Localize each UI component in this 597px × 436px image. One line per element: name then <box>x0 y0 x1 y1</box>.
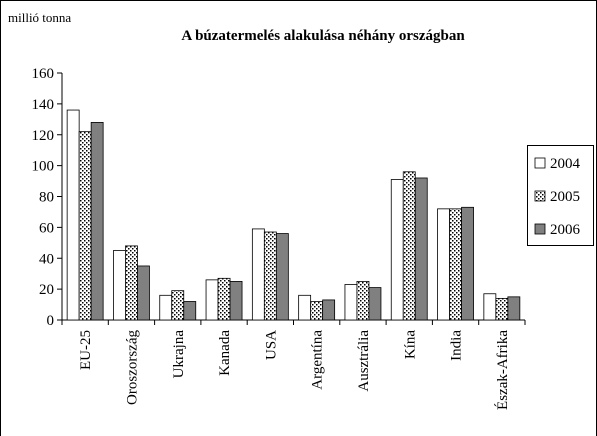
y-tick-label: 160 <box>32 66 55 82</box>
x-tick-label: USA <box>263 330 279 360</box>
y-tick-label: 40 <box>39 251 54 267</box>
bar <box>113 250 126 321</box>
bar <box>171 290 185 321</box>
bar <box>495 297 509 321</box>
bar <box>251 228 265 321</box>
bar <box>66 109 80 321</box>
bar <box>298 294 312 321</box>
x-tick-label: India <box>449 330 465 361</box>
chart-title: A búzatermelés alakulása néhány országba… <box>181 28 465 44</box>
x-tick-label: Ausztrália <box>356 330 372 392</box>
bar <box>229 281 243 321</box>
bar <box>437 208 450 321</box>
legend-swatch <box>534 223 546 235</box>
bar <box>483 293 497 321</box>
bar <box>402 171 416 321</box>
legend-label: 2005 <box>550 189 580 205</box>
bar <box>159 294 173 321</box>
bar <box>90 122 104 321</box>
bar <box>344 284 358 321</box>
legend-label: 2006 <box>550 222 581 238</box>
y-tick-label: 80 <box>39 190 54 206</box>
x-tick-label: EU-25 <box>78 330 94 370</box>
bar <box>217 277 231 321</box>
x-tick-label: Ukrajna <box>171 330 187 379</box>
y-tick-label: 100 <box>32 159 55 175</box>
x-tick-label: Kína <box>402 330 418 360</box>
x-tick-label: Oroszország <box>124 330 140 405</box>
bar <box>125 245 138 321</box>
x-tick-label: Kanada <box>217 330 233 376</box>
y-tick-label: 120 <box>32 128 55 144</box>
bar <box>507 296 521 321</box>
bar <box>449 208 462 321</box>
legend-label: 2004 <box>550 156 581 172</box>
y-axis-title: millió tonna <box>8 10 71 25</box>
legend-swatch <box>534 190 546 202</box>
bar <box>275 233 289 321</box>
bar <box>356 281 370 321</box>
bar <box>137 265 150 321</box>
bar <box>390 179 404 321</box>
bar <box>263 231 277 321</box>
y-tick-label: 140 <box>32 97 55 113</box>
bar <box>78 131 92 321</box>
legend-swatch <box>534 157 546 169</box>
x-tick-label: Argentína <box>310 330 326 390</box>
bar <box>368 287 382 321</box>
y-tick-label: 20 <box>39 282 54 298</box>
bar <box>322 299 336 321</box>
x-tick-label: Észak-Afrika <box>494 330 511 410</box>
bar <box>310 301 324 321</box>
bar <box>414 177 428 321</box>
bar <box>205 279 219 321</box>
y-tick-label: 60 <box>39 220 54 236</box>
y-tick-label: 0 <box>47 313 55 329</box>
bar <box>183 301 197 321</box>
bar <box>461 206 474 321</box>
